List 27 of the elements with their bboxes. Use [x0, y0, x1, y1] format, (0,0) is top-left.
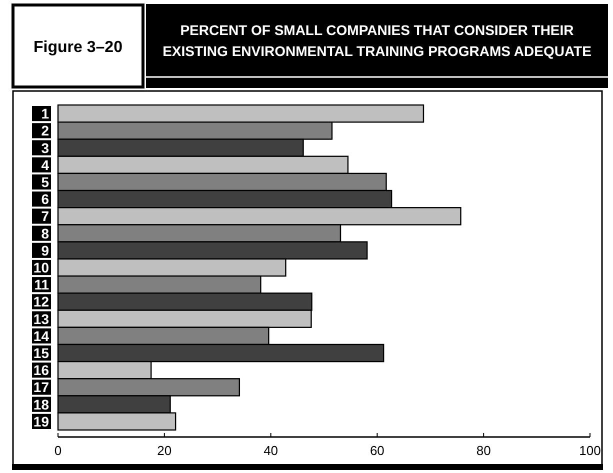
y-tick-label: 2 [41, 122, 50, 139]
y-tick-label: 5 [41, 174, 50, 190]
x-tick-label: 20 [157, 443, 172, 458]
y-tick-label: 3 [41, 140, 50, 156]
y-tick-label: 11 [34, 276, 50, 293]
x-tick-label: 80 [476, 443, 491, 458]
y-tick-label: 9 [41, 242, 50, 258]
x-tick-label: 40 [264, 443, 278, 458]
x-tick-label: 0 [54, 443, 62, 458]
caption: Figure 3–20 [34, 39, 123, 56]
x-tick-label: 60 [370, 443, 384, 458]
y-tick-label: 14 [33, 328, 50, 344]
y-tick-label: 1 [41, 106, 50, 122]
y-tick-label: 18 [33, 396, 50, 412]
y-tick-label: 12 [33, 294, 50, 310]
y-tick-label: 4 [41, 156, 50, 173]
y-tick-label: 7 [41, 208, 50, 224]
y-tick-label: 6 [41, 191, 50, 208]
x-tick-label: 100 [579, 443, 601, 458]
y-tick-label: 15 [33, 345, 50, 362]
y-tick-label: 13 [33, 310, 50, 327]
chart-title: PERCENT OF SMALL COMPANIES THAT CONSIDER THEIR EXISTING ENVIRONMENTAL TRAINING PROGRAMS ADEQUATE [162, 22, 592, 59]
y-tick-label: 19 [33, 413, 50, 430]
y-tick-label: 8 [41, 225, 50, 242]
y-tick-label: 17 [33, 379, 50, 396]
y-tick-label: 16 [33, 362, 50, 378]
y-tick-label: 10 [33, 260, 50, 276]
